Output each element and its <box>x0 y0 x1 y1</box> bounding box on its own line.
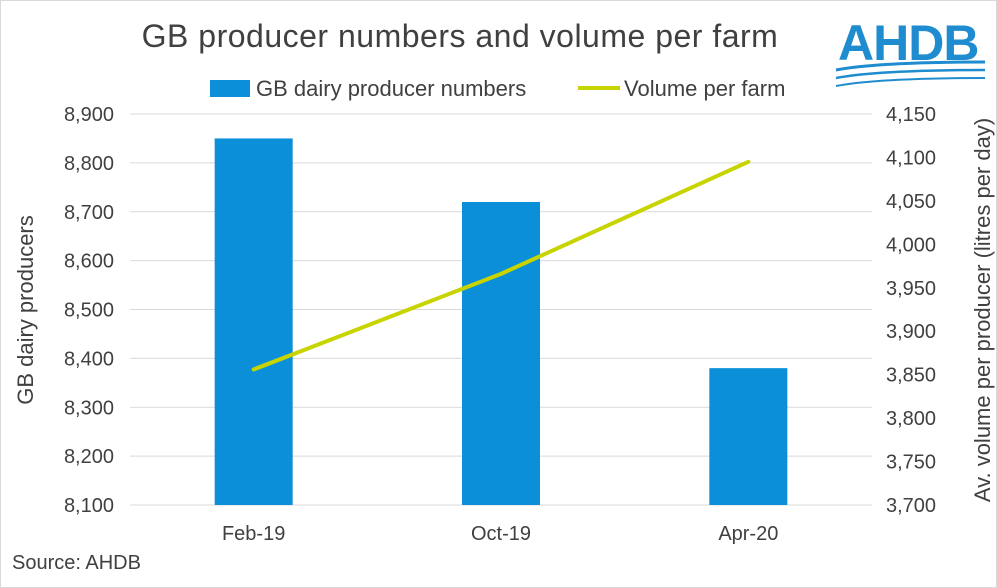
logo-wave-2 <box>835 68 986 80</box>
legend-bar-swatch <box>210 80 250 97</box>
right-tick-label: 4,150 <box>886 104 936 126</box>
right-tick-label: 3,950 <box>886 278 936 300</box>
left-tick-label: 8,700 <box>64 202 114 224</box>
chart-title: GB producer numbers and volume per farm <box>141 18 779 54</box>
legend: GB dairy producer numbers Volume per far… <box>210 76 785 101</box>
right-tick-label: 3,750 <box>886 452 936 474</box>
left-tick-label: 8,800 <box>64 153 114 175</box>
legend-bar-label: GB dairy producer numbers <box>256 76 526 101</box>
right-axis-title: Av. volume per producer (litres per day) <box>970 118 995 502</box>
left-axis-title: GB dairy producers <box>13 215 38 405</box>
logo-wave-1 <box>835 60 986 72</box>
right-tick-label: 3,800 <box>886 408 936 430</box>
bar-oct-19 <box>462 201 540 505</box>
ahdb-logo: AHDB <box>835 15 986 87</box>
left-tick-label: 8,600 <box>64 251 114 273</box>
right-tick-label: 3,850 <box>886 365 936 387</box>
source-note: Source: AHDB <box>12 552 141 574</box>
right-tick-label: 3,900 <box>886 321 936 343</box>
x-tick-label: Oct-19 <box>471 523 531 545</box>
left-tick-label: 8,500 <box>64 300 114 322</box>
legend-line-label: Volume per farm <box>624 76 785 101</box>
left-tick-label: 8,300 <box>64 397 114 419</box>
left-tick-label: 8,100 <box>64 495 114 517</box>
x-tick-label: Apr-20 <box>718 523 778 545</box>
bars <box>214 138 788 505</box>
left-axis-ticks: 8,100 8,200 8,300 8,400 8,500 8,600 8,700 8,800… <box>64 104 114 517</box>
left-tick-label: 8,900 <box>64 104 114 126</box>
left-tick-label: 8,400 <box>64 348 114 370</box>
right-tick-label: 4,000 <box>886 234 936 256</box>
bar-apr-20 <box>709 368 788 505</box>
x-axis-ticks: Feb-19 Oct-19 Apr-20 <box>222 523 778 545</box>
left-tick-label: 8,200 <box>64 446 114 468</box>
right-axis-ticks: 3,700 3,750 3,800 3,850 3,900 3,950 4,000 4,050… <box>886 104 936 517</box>
right-tick-label: 4,100 <box>886 147 936 169</box>
volume-line <box>251 159 751 372</box>
bar-feb-19 <box>214 138 293 505</box>
right-tick-label: 4,050 <box>886 191 936 213</box>
right-tick-label: 3,700 <box>886 495 936 517</box>
x-tick-label: Feb-19 <box>222 523 285 545</box>
logo-wave-3 <box>835 77 986 87</box>
